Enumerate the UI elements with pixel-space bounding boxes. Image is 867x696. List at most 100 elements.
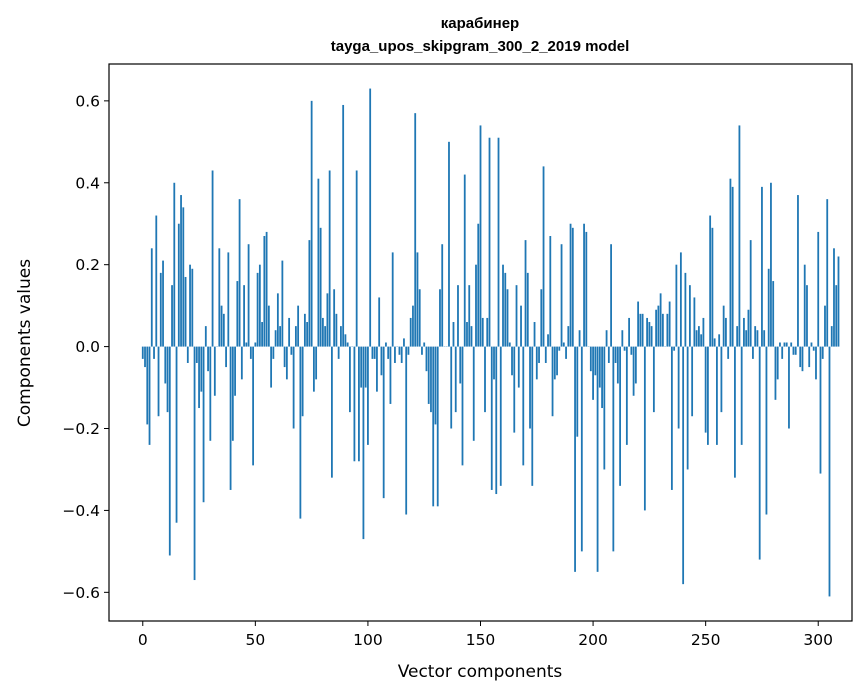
bar <box>274 330 277 347</box>
bar <box>594 346 597 376</box>
bar <box>497 137 500 347</box>
bar <box>747 309 750 347</box>
bar <box>477 223 480 347</box>
bar <box>720 346 723 413</box>
bar <box>175 346 178 523</box>
bar <box>373 346 376 359</box>
bar <box>738 125 741 347</box>
bar <box>340 326 342 347</box>
bar <box>475 264 477 347</box>
bar <box>153 346 155 359</box>
bar <box>141 346 144 359</box>
bar <box>403 338 405 347</box>
bar <box>641 313 644 347</box>
bar <box>781 346 784 359</box>
bar <box>213 346 216 396</box>
bar <box>421 346 423 355</box>
bar <box>308 240 311 347</box>
bar <box>538 346 540 363</box>
bar <box>306 322 309 347</box>
bar <box>610 244 612 347</box>
bar <box>245 342 248 347</box>
bar <box>299 346 302 519</box>
bar <box>817 231 820 347</box>
bar <box>754 326 757 347</box>
bar <box>520 305 522 347</box>
bar <box>227 252 230 347</box>
bar <box>553 346 556 380</box>
bar <box>209 346 212 441</box>
bar <box>801 346 804 372</box>
bar <box>252 346 254 466</box>
bar <box>612 346 615 552</box>
bar <box>790 342 793 347</box>
bar <box>792 346 795 355</box>
bar <box>621 330 624 347</box>
bar <box>731 186 734 347</box>
bar <box>463 174 466 347</box>
bar <box>533 322 536 347</box>
bar <box>331 346 333 478</box>
bar <box>707 346 709 445</box>
bar <box>596 346 599 572</box>
bar <box>155 215 158 347</box>
bar <box>592 346 594 400</box>
bar <box>567 326 570 347</box>
bar <box>542 166 545 347</box>
bar <box>560 244 563 347</box>
bar <box>412 305 414 347</box>
bar <box>220 305 223 347</box>
bar <box>425 346 428 372</box>
bar <box>499 346 502 486</box>
bar <box>461 346 464 466</box>
bar <box>616 346 619 384</box>
bar <box>634 346 637 384</box>
bar <box>515 285 518 347</box>
bar <box>234 346 236 396</box>
bar <box>670 346 673 490</box>
bar <box>619 346 621 486</box>
bar <box>452 322 455 347</box>
bar <box>427 346 430 404</box>
bar <box>526 272 529 347</box>
chart-title-line2: tayga_upos_skipgram_300_2_2019 model <box>331 38 630 55</box>
bar <box>639 313 642 347</box>
bar <box>457 285 459 347</box>
bar <box>826 199 829 347</box>
x-tick-label: 50 <box>245 631 265 649</box>
bar <box>797 195 799 347</box>
x-tick-label: 300 <box>803 631 833 649</box>
y-axis: −0.6 −0.4 −0.2 0.0 0.2 0.4 0.6 <box>62 92 109 602</box>
bar <box>529 346 531 429</box>
bar <box>614 346 617 363</box>
bar <box>490 346 493 490</box>
bar <box>749 240 752 347</box>
bar <box>607 346 610 363</box>
bar <box>180 195 182 347</box>
bar <box>204 326 207 347</box>
bar <box>506 289 509 347</box>
bar <box>186 346 189 363</box>
x-tick-label: 100 <box>353 631 383 649</box>
bar <box>290 346 293 355</box>
bar <box>655 309 658 347</box>
bar <box>833 248 835 347</box>
bar <box>303 313 306 347</box>
bar <box>677 346 680 429</box>
bar <box>547 334 549 347</box>
bar <box>459 346 462 384</box>
bar <box>819 346 822 474</box>
bar <box>574 346 576 572</box>
bar <box>389 346 392 404</box>
bar <box>344 334 347 347</box>
bar <box>376 346 378 392</box>
x-tick-label: 0 <box>138 631 148 649</box>
bar <box>659 293 662 347</box>
bar <box>484 346 486 413</box>
bar <box>808 346 811 368</box>
bar <box>625 346 628 445</box>
x-tick-label: 200 <box>578 631 608 649</box>
bar <box>605 330 608 347</box>
bar <box>734 346 736 478</box>
bar <box>691 346 694 417</box>
